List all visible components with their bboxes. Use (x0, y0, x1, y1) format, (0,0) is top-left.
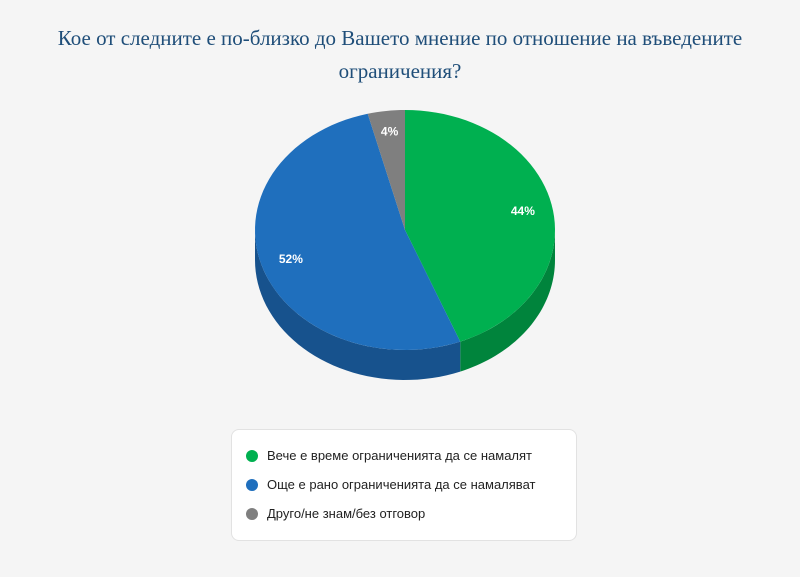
pie-data-label-1: 44% (511, 204, 535, 218)
pie-data-label-3: 4% (381, 125, 399, 139)
legend-item-2[interactable]: Още е рано ограниченията да се намаляват (246, 470, 576, 499)
legend-label-1: Вече е време ограниченията да се намалят (267, 448, 533, 463)
legend-label-2: Още е рано ограниченията да се намаляват (267, 477, 536, 492)
legend-item-3[interactable]: Друго/не знам/без отговор (246, 499, 576, 528)
legend-marker-3 (246, 507, 258, 520)
chart-title: Кое от следните е по-близко до Вашето мн… (0, 22, 800, 88)
pie-slice-side-1 (460, 230, 555, 372)
pie-slice-3 (367, 110, 405, 230)
pie-slice-1 (405, 110, 555, 342)
chart-legend: Вече е време ограниченията да се намалят… (231, 429, 577, 541)
legend-item-1[interactable]: Вече е време ограниченията да се намалят (246, 441, 576, 470)
pie-side-walls (255, 230, 555, 380)
pie-data-label-2: 52% (279, 252, 303, 266)
chart-title-line-1: Кое от следните е по-близко до Вашето мн… (57, 26, 743, 50)
pie-slice-2 (255, 113, 461, 350)
legend-marker-2 (246, 478, 258, 491)
legend-label-3: Друго/не знам/без отговор (267, 506, 426, 521)
pie-top-faces (255, 110, 555, 350)
legend-marker-1 (246, 449, 258, 462)
pie-slice-side-2 (255, 230, 461, 380)
pie-data-labels: 44% 52% 4% (279, 125, 535, 266)
chart-title-line-2: ограничения? (338, 59, 462, 83)
